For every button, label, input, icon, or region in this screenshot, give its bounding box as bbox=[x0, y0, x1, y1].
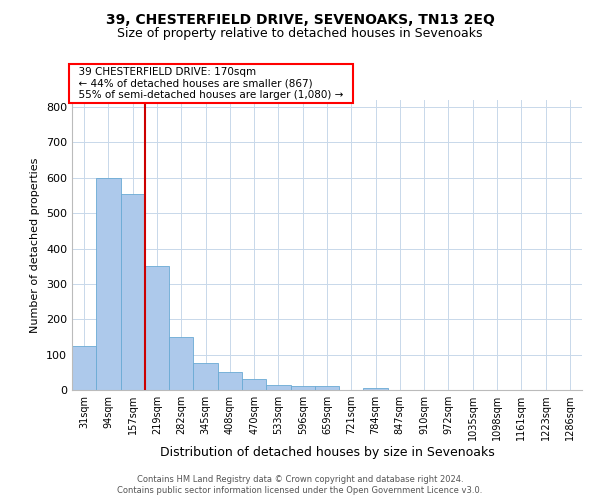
Bar bbox=[364, 388, 388, 390]
Bar bbox=[315, 386, 339, 390]
Bar bbox=[96, 178, 121, 390]
Bar bbox=[145, 266, 169, 390]
Text: Size of property relative to detached houses in Sevenoaks: Size of property relative to detached ho… bbox=[117, 28, 483, 40]
Bar bbox=[242, 378, 266, 390]
X-axis label: Distribution of detached houses by size in Sevenoaks: Distribution of detached houses by size … bbox=[160, 446, 494, 459]
Bar bbox=[193, 364, 218, 390]
Bar bbox=[121, 194, 145, 390]
Text: Contains HM Land Registry data © Crown copyright and database right 2024.: Contains HM Land Registry data © Crown c… bbox=[137, 475, 463, 484]
Bar bbox=[169, 337, 193, 390]
Text: 39, CHESTERFIELD DRIVE, SEVENOAKS, TN13 2EQ: 39, CHESTERFIELD DRIVE, SEVENOAKS, TN13 … bbox=[106, 12, 494, 26]
Text: Contains public sector information licensed under the Open Government Licence v3: Contains public sector information licen… bbox=[118, 486, 482, 495]
Text: 39 CHESTERFIELD DRIVE: 170sqm  
  ← 44% of detached houses are smaller (867)  
 : 39 CHESTERFIELD DRIVE: 170sqm ← 44% of d… bbox=[72, 67, 350, 100]
Bar bbox=[266, 385, 290, 390]
Bar bbox=[290, 386, 315, 390]
Bar bbox=[72, 346, 96, 390]
Y-axis label: Number of detached properties: Number of detached properties bbox=[31, 158, 40, 332]
Bar bbox=[218, 372, 242, 390]
